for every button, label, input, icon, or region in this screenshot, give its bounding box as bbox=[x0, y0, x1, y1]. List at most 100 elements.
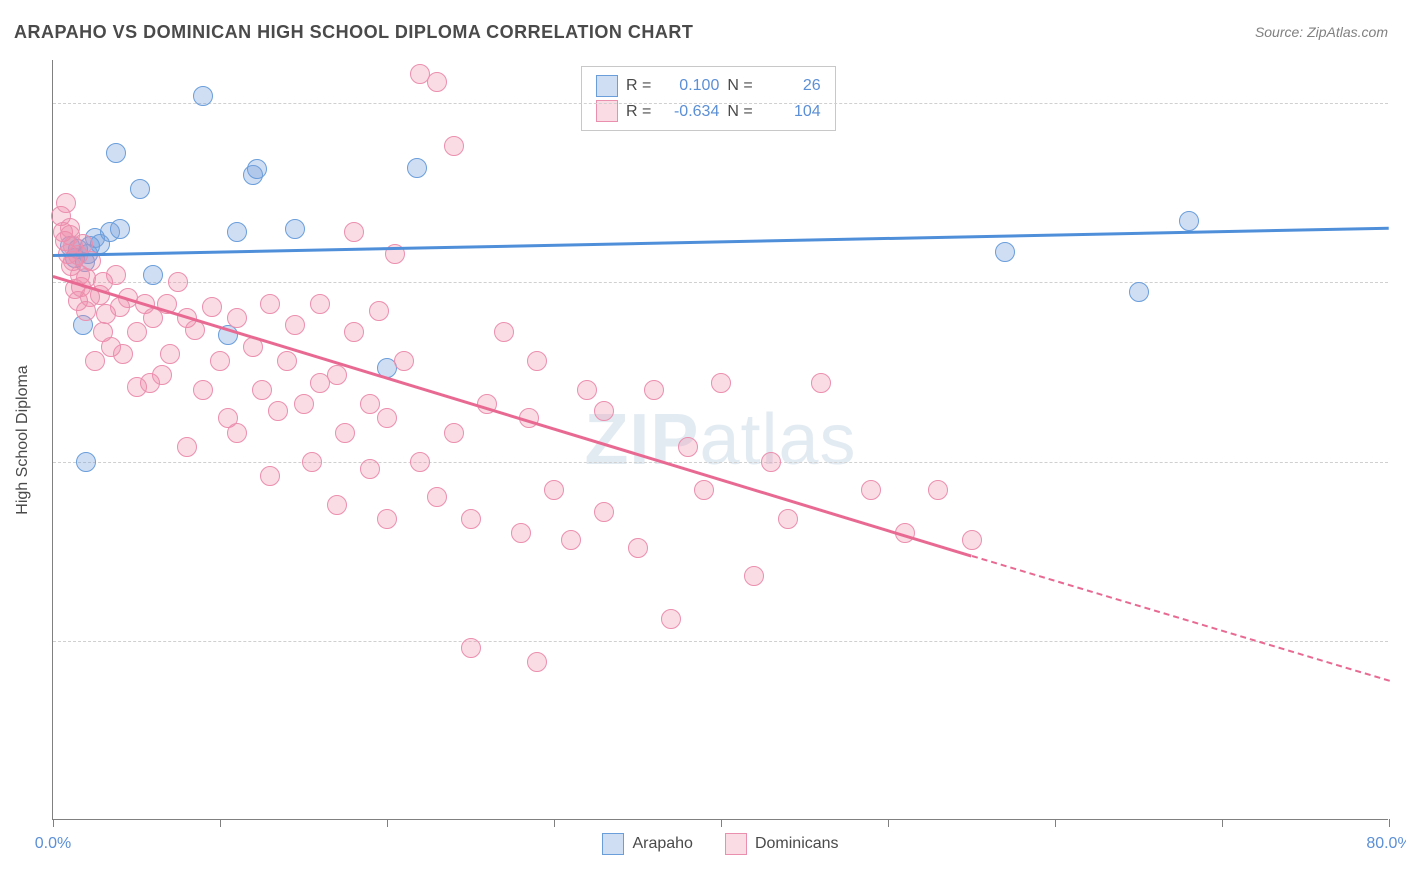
data-point bbox=[407, 158, 427, 178]
data-point bbox=[778, 509, 798, 529]
data-point bbox=[694, 480, 714, 500]
data-point bbox=[1179, 211, 1199, 231]
data-point bbox=[811, 373, 831, 393]
data-point bbox=[285, 315, 305, 335]
data-point bbox=[227, 423, 247, 443]
data-point bbox=[252, 380, 272, 400]
data-point bbox=[744, 566, 764, 586]
data-point bbox=[711, 373, 731, 393]
data-point bbox=[193, 86, 213, 106]
data-point bbox=[227, 308, 247, 328]
data-point bbox=[427, 72, 447, 92]
data-point bbox=[928, 480, 948, 500]
legend-item-dominicans: Dominicans bbox=[725, 833, 839, 855]
data-point bbox=[661, 609, 681, 629]
data-point bbox=[377, 408, 397, 428]
data-point bbox=[494, 322, 514, 342]
data-point bbox=[210, 351, 230, 371]
data-point bbox=[160, 344, 180, 364]
data-point bbox=[193, 380, 213, 400]
data-point bbox=[544, 480, 564, 500]
data-point bbox=[310, 294, 330, 314]
data-point bbox=[113, 344, 133, 364]
data-point bbox=[268, 401, 288, 421]
x-tick-label: 80.0% bbox=[1366, 835, 1406, 853]
data-point bbox=[168, 272, 188, 292]
data-point bbox=[106, 143, 126, 163]
series-legend: Arapaho Dominicans bbox=[53, 833, 1388, 855]
x-tick bbox=[53, 819, 54, 827]
data-point bbox=[143, 265, 163, 285]
legend-item-arapaho: Arapaho bbox=[602, 833, 693, 855]
data-point bbox=[995, 242, 1015, 262]
legend-swatch-icon bbox=[602, 833, 624, 855]
data-point bbox=[360, 394, 380, 414]
data-point bbox=[444, 423, 464, 443]
data-point bbox=[85, 351, 105, 371]
data-point bbox=[678, 437, 698, 457]
gridline bbox=[53, 462, 1388, 463]
data-point bbox=[260, 466, 280, 486]
x-tick bbox=[220, 819, 221, 827]
stats-legend: R = 0.100 N = 26 R = -0.634 N = 104 bbox=[581, 66, 836, 131]
data-point bbox=[761, 452, 781, 472]
watermark: ZIPatlas bbox=[584, 399, 856, 481]
trendline bbox=[971, 555, 1389, 682]
data-point bbox=[644, 380, 664, 400]
data-point bbox=[56, 193, 76, 213]
data-point bbox=[76, 452, 96, 472]
data-point bbox=[327, 365, 347, 385]
data-point bbox=[130, 179, 150, 199]
data-point bbox=[369, 301, 389, 321]
data-point bbox=[110, 219, 130, 239]
data-point bbox=[1129, 282, 1149, 302]
data-point bbox=[861, 480, 881, 500]
data-point bbox=[461, 509, 481, 529]
data-point bbox=[962, 530, 982, 550]
data-point bbox=[527, 351, 547, 371]
trendline bbox=[53, 226, 1389, 256]
x-tick bbox=[888, 819, 889, 827]
data-point bbox=[527, 652, 547, 672]
x-tick bbox=[387, 819, 388, 827]
data-point bbox=[444, 136, 464, 156]
data-point bbox=[327, 495, 347, 515]
data-point bbox=[344, 222, 364, 242]
y-axis-label: High School Diploma bbox=[14, 365, 32, 514]
x-tick bbox=[721, 819, 722, 827]
data-point bbox=[344, 322, 364, 342]
data-point bbox=[410, 452, 430, 472]
data-point bbox=[260, 294, 280, 314]
y-tick-label: 87.5% bbox=[1396, 273, 1406, 291]
plot-area: ZIPatlas R = 0.100 N = 26 R = -0.634 N =… bbox=[52, 60, 1388, 820]
data-point bbox=[394, 351, 414, 371]
data-point bbox=[377, 509, 397, 529]
x-tick bbox=[554, 819, 555, 827]
gridline bbox=[53, 103, 1388, 104]
x-tick-label: 0.0% bbox=[35, 835, 71, 853]
legend-swatch-icon bbox=[725, 833, 747, 855]
data-point bbox=[285, 219, 305, 239]
data-point bbox=[152, 365, 172, 385]
data-point bbox=[202, 297, 222, 317]
data-point bbox=[247, 159, 267, 179]
legend-swatch-arapaho bbox=[596, 75, 618, 97]
y-tick-label: 62.5% bbox=[1396, 632, 1406, 650]
data-point bbox=[427, 487, 447, 507]
data-point bbox=[461, 638, 481, 658]
data-point bbox=[177, 437, 197, 457]
data-point bbox=[302, 452, 322, 472]
gridline bbox=[53, 282, 1388, 283]
data-point bbox=[227, 222, 247, 242]
x-tick bbox=[1055, 819, 1056, 827]
gridline bbox=[53, 641, 1388, 642]
x-tick bbox=[1389, 819, 1390, 827]
chart-container: ARAPAHO VS DOMINICAN HIGH SCHOOL DIPLOMA… bbox=[0, 0, 1406, 892]
data-point bbox=[561, 530, 581, 550]
data-point bbox=[335, 423, 355, 443]
data-point bbox=[594, 401, 614, 421]
data-point bbox=[127, 322, 147, 342]
data-point bbox=[106, 265, 126, 285]
stats-legend-row: R = 0.100 N = 26 bbox=[596, 73, 821, 99]
source-attribution: Source: ZipAtlas.com bbox=[1255, 24, 1388, 40]
